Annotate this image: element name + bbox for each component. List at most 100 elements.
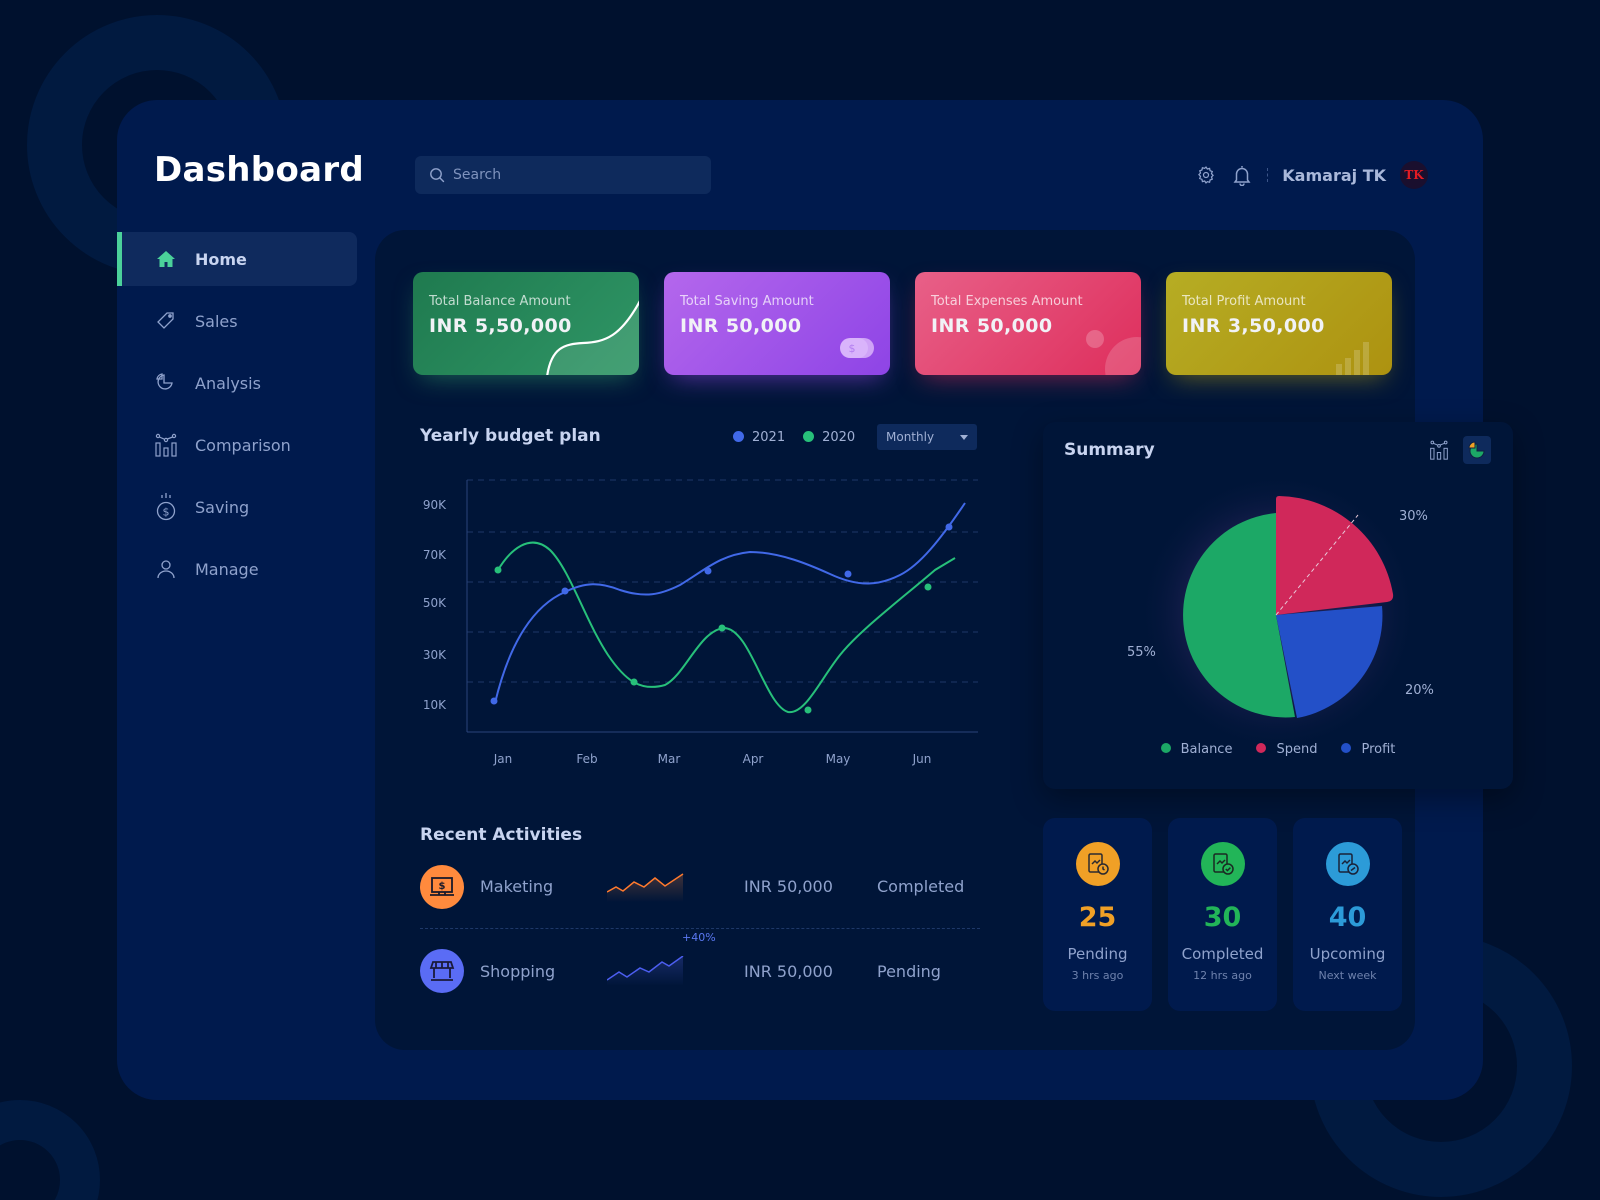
task-timestamp: 3 hrs ago <box>1071 969 1124 982</box>
stat-card-value: INR 50,000 <box>931 315 1053 337</box>
svg-text:90K: 90K <box>423 498 447 512</box>
chart-title: Yearly budget plan <box>420 426 601 446</box>
legend-dot <box>733 431 744 442</box>
svg-text:$: $ <box>849 342 856 355</box>
task-label: Upcoming <box>1309 945 1386 963</box>
stat-card-expenses[interactable]: Total Expenses Amount INR 50,000 <box>915 272 1141 375</box>
task-card-upcoming[interactable]: 40 Upcoming Next week <box>1293 818 1402 1011</box>
chart-type-toggle <box>1425 436 1491 464</box>
search-input[interactable] <box>453 167 693 183</box>
task-count: 30 <box>1203 902 1242 933</box>
task-card-pending[interactable]: 25 Pending 3 hrs ago <box>1043 818 1152 1011</box>
task-count: 25 <box>1078 902 1117 933</box>
money-bag-icon: $ <box>155 493 177 521</box>
line-chart-plot[interactable]: 90K 70K 50K 30K 10K Jan Feb Mar Apr May … <box>420 470 980 780</box>
header-actions: Kamaraj TK TK <box>1195 156 1428 194</box>
period-dropdown-value: Monthly <box>886 430 935 444</box>
series-2020-points <box>494 566 932 714</box>
sidebar-item-label: Comparison <box>195 435 291 455</box>
caret-down-icon <box>960 434 968 440</box>
legend-label: 2020 <box>822 430 856 445</box>
legend-dot <box>803 431 815 442</box>
stat-card-label: Total Expenses Amount <box>931 294 1083 309</box>
pie-chart-icon <box>155 372 177 394</box>
sidebar: Home Sales Analysis Comparison $ Saving <box>117 232 357 604</box>
section-title: Recent Activities <box>420 825 583 845</box>
report-check-icon <box>1200 842 1245 886</box>
stat-card-value: INR 3,50,000 <box>1182 315 1325 337</box>
sidebar-item-saving[interactable]: $ Saving <box>117 480 357 534</box>
activity-status: Completed <box>877 877 965 896</box>
pie-chart-icon[interactable] <box>1463 436 1491 464</box>
sidebar-item-comparison[interactable]: Comparison <box>117 418 357 472</box>
bubbles-decor <box>1086 330 1141 375</box>
series-2021-points <box>490 523 953 705</box>
summary-panel: Summary 30% 55% 20% Balance Spend Profit <box>1043 422 1513 789</box>
search-icon <box>430 168 445 183</box>
pie-legend: Balance Spend Profit <box>1043 742 1513 757</box>
tag-icon <box>155 310 177 332</box>
activity-status: Pending <box>877 961 941 981</box>
y-axis-ticks: 90K 70K 50K 30K 10K <box>423 498 447 712</box>
legend-item-2020[interactable]: 2020 <box>803 430 855 445</box>
legend-label: Balance <box>1180 742 1233 757</box>
store-icon <box>420 949 464 993</box>
legend-dot <box>1256 743 1267 753</box>
task-label: Pending <box>1067 945 1128 963</box>
sidebar-item-manage[interactable]: Manage <box>117 542 357 596</box>
legend-label: 2021 <box>752 430 786 445</box>
report-arrow-icon <box>1325 842 1370 886</box>
stat-card-balance[interactable]: Total Balance Amount INR 5,50,000 <box>413 272 639 375</box>
sidebar-item-analysis[interactable]: Analysis <box>117 356 357 410</box>
legend-label: Spend <box>1276 742 1318 757</box>
legend-item-balance[interactable]: Balance <box>1160 742 1233 757</box>
task-count: 40 <box>1328 902 1367 933</box>
svg-text:70K: 70K <box>423 548 447 562</box>
activity-name: Maketing <box>480 877 554 896</box>
svg-text:30K: 30K <box>423 648 447 662</box>
chart-legend: 2021 2020 <box>733 430 855 445</box>
page-title: Dashboard <box>154 150 365 190</box>
sidebar-item-label: Analysis <box>195 373 261 393</box>
stat-card-profit[interactable]: Total Profit Amount INR 3,50,000 <box>1166 272 1392 375</box>
sidebar-item-label: Home <box>195 249 247 269</box>
period-dropdown[interactable]: Monthly <box>877 424 977 450</box>
stat-card-value: INR 50,000 <box>680 315 802 337</box>
legend-item-profit[interactable]: Profit <box>1341 742 1395 757</box>
svg-text:Apr: Apr <box>743 752 764 766</box>
background-decor-ring <box>0 1100 100 1200</box>
task-card-completed[interactable]: 30 Completed 12 hrs ago <box>1168 818 1277 1011</box>
legend-item-spend[interactable]: Spend <box>1256 742 1317 757</box>
activity-amount: INR 50,000 <box>744 877 833 896</box>
activity-row[interactable]: Shopping +40% INR 50,000 Pending <box>420 929 980 1013</box>
activity-row[interactable]: $ Maketing INR 50,000 Completed <box>420 845 980 929</box>
user-name[interactable]: Kamaraj TK <box>1282 165 1386 185</box>
stat-card-label: Total Saving Amount <box>680 294 814 309</box>
legend-dot <box>1160 743 1171 753</box>
svg-text:Jan: Jan <box>493 752 513 766</box>
user-icon <box>155 558 177 580</box>
avatar[interactable]: TK <box>1400 161 1428 189</box>
series-2020-line <box>497 541 956 714</box>
legend-item-2021[interactable]: 2021 <box>733 430 785 445</box>
gear-icon[interactable] <box>1195 164 1217 186</box>
activity-amount: INR 50,000 <box>744 961 833 981</box>
recent-activities: Recent Activities $ Maketing INR 50,000 … <box>420 825 980 1013</box>
svg-text:Jun: Jun <box>912 752 932 766</box>
summary-pie-chart[interactable]: 30% 55% 20% <box>1043 422 1513 742</box>
search-bar[interactable] <box>415 156 711 194</box>
svg-text:20%: 20% <box>1405 683 1434 698</box>
svg-text:30%: 30% <box>1399 509 1428 524</box>
svg-text:10K: 10K <box>423 698 447 712</box>
pie-slice-spend <box>1276 496 1394 615</box>
stat-card-label: Total Profit Amount <box>1182 294 1306 309</box>
stat-cards: Total Balance Amount INR 5,50,000 Total … <box>413 272 1392 375</box>
svg-text:May: May <box>826 752 851 766</box>
sidebar-item-sales[interactable]: Sales <box>117 294 357 348</box>
bar-line-chart-icon[interactable] <box>1425 436 1453 464</box>
bar-line-chart-icon <box>155 433 177 457</box>
sidebar-item-home[interactable]: Home <box>117 232 357 286</box>
bell-icon[interactable] <box>1231 164 1253 186</box>
stat-card-saving[interactable]: Total Saving Amount INR 50,000 $ <box>664 272 890 375</box>
coin-stack-icon: $ <box>840 338 874 358</box>
